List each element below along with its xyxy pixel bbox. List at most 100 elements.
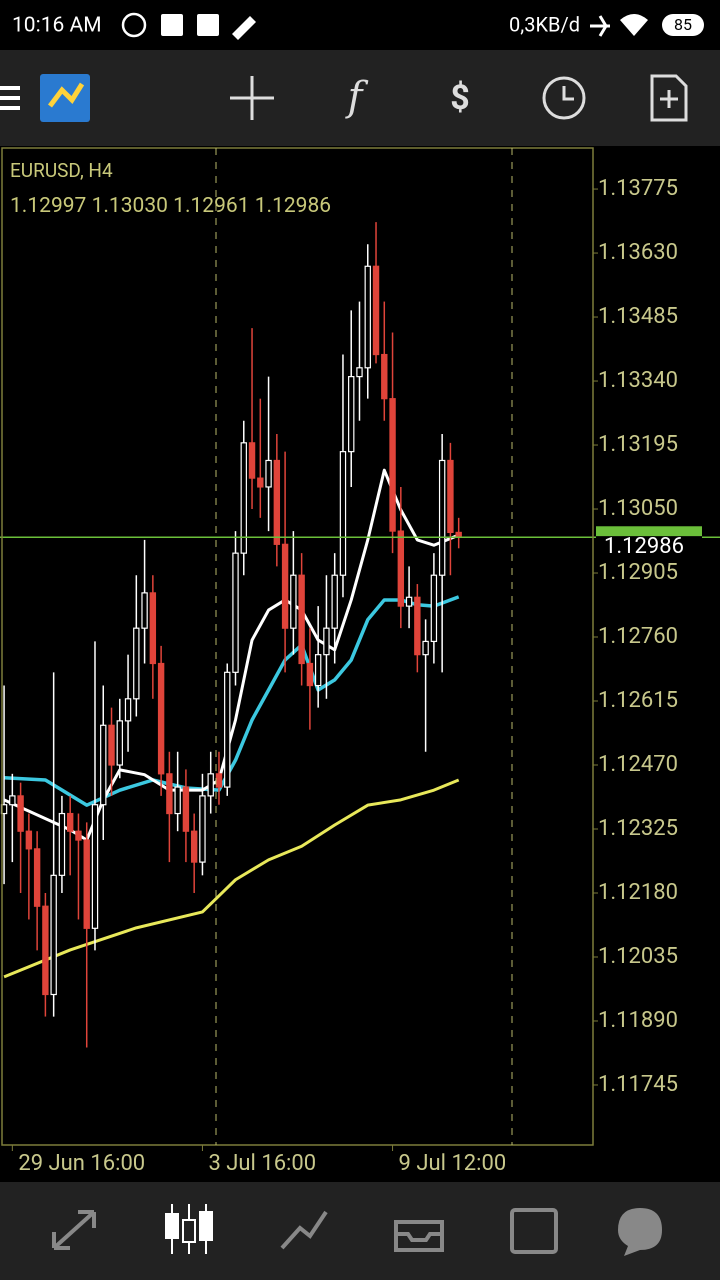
y-tick-label: 1.13630	[598, 240, 678, 265]
candle-body	[58, 812, 66, 876]
candle-body	[149, 592, 157, 665]
app-logo-mark	[48, 82, 85, 108]
nav-trade[interactable]	[280, 1210, 328, 1250]
chart-frame	[1, 147, 594, 1146]
candle-body	[182, 786, 190, 832]
candle-body	[224, 671, 231, 788]
candle-body	[25, 830, 33, 850]
x-tick-label: 3 Jul 16:00	[208, 1151, 316, 1176]
candle-body	[141, 592, 148, 629]
candle-body	[356, 367, 363, 378]
crosshair-button[interactable]	[230, 76, 274, 120]
moving-average	[3, 778, 460, 979]
candle-body	[331, 574, 338, 629]
candle-body	[405, 596, 413, 607]
candle-body	[91, 804, 99, 929]
current-price-label: 1.12986	[604, 534, 684, 559]
y-tick-label: 1.11745	[598, 1072, 678, 1097]
network-speed: 0,3KB/d	[509, 12, 580, 36]
current-price-tag	[596, 526, 702, 537]
trade-button[interactable]: $	[450, 78, 470, 118]
ohlc-high: 1.13030	[92, 194, 168, 218]
y-tick-label: 1.13195	[598, 432, 678, 457]
bottom-nav	[0, 1182, 720, 1280]
period-button[interactable]	[542, 76, 586, 120]
status-icons	[121, 12, 256, 40]
battery-icon	[662, 14, 704, 36]
x-tick-label: 29 Jun 16:00	[18, 1151, 145, 1176]
nav-news[interactable]	[510, 1208, 558, 1254]
chart-ohlc: 1.12997 1.13030 1.12961 1.12986	[10, 194, 331, 218]
candle-body	[290, 574, 297, 629]
candle-body	[389, 398, 396, 532]
candle-body	[207, 773, 214, 797]
candle-body	[257, 477, 264, 488]
candle-body	[348, 376, 355, 453]
candle-body	[83, 839, 90, 929]
templates-button[interactable]	[650, 74, 688, 122]
candle-body	[157, 662, 165, 775]
status-bar	[0, 0, 720, 50]
candle-body	[364, 265, 371, 369]
y-tick-label: 1.12325	[598, 816, 678, 841]
candle-body	[265, 459, 272, 488]
candle-body	[414, 596, 421, 656]
candle-body	[314, 654, 322, 687]
y-tick-label: 1.13485	[598, 304, 678, 329]
status-time: 10:16 AM	[12, 14, 102, 38]
candle-body	[323, 627, 330, 656]
candle-body	[9, 795, 16, 806]
candle-body	[166, 773, 173, 815]
wifi-icon	[620, 14, 648, 36]
candle-body	[133, 627, 140, 700]
y-tick-label: 1.11890	[598, 1008, 678, 1033]
y-tick-label: 1.12760	[598, 624, 678, 649]
candle-body	[215, 773, 223, 788]
nav-history[interactable]	[394, 1220, 444, 1252]
toolbar	[0, 50, 720, 146]
y-tick-label: 1.12180	[598, 880, 678, 905]
ohlc-close: 1.12986	[255, 194, 331, 218]
y-tick-label: 1.12615	[598, 688, 678, 713]
candle-body	[248, 442, 256, 479]
candle-body	[75, 830, 82, 841]
ohlc-open: 1.12997	[10, 194, 86, 218]
candle-body	[298, 574, 305, 665]
candle-body	[33, 848, 41, 907]
candle-body	[174, 786, 181, 815]
candle-body	[306, 662, 314, 687]
nav-chart[interactable]	[165, 1204, 213, 1254]
candle-body	[438, 459, 446, 576]
y-tick-label: 1.13050	[598, 496, 678, 521]
nav-quotes[interactable]	[52, 1210, 96, 1250]
candle-body	[199, 795, 206, 863]
candle-body	[430, 574, 438, 643]
price-axis: 1.13775 1.13630 1.13485 1.13340 1.13195 1.130…	[11, 176, 702, 1176]
app-logo[interactable]	[40, 74, 90, 122]
candle-body	[50, 874, 57, 996]
x-tick-label: 9 Jul 12:00	[399, 1151, 507, 1176]
candle-body	[273, 459, 281, 545]
candle-body	[190, 830, 198, 863]
menu-button[interactable]	[0, 86, 20, 110]
candle-body	[108, 724, 115, 766]
y-tick-label: 1.13340	[598, 368, 678, 393]
chart-symbol: EURUSD, H4	[10, 159, 113, 182]
candle-body	[281, 543, 289, 629]
candle-body	[339, 451, 347, 576]
candle-body	[100, 724, 107, 806]
candle-body	[42, 905, 49, 996]
y-tick-label: 1.12905	[598, 560, 678, 585]
candle-body	[66, 812, 74, 832]
nav-chat[interactable]	[618, 1208, 662, 1256]
candle-body	[124, 698, 132, 722]
candle-body	[116, 720, 123, 766]
candle-body	[422, 640, 429, 656]
candle-body	[372, 265, 380, 356]
y-tick-label: 1.12470	[598, 752, 678, 777]
y-tick-label: 1.13775	[598, 176, 678, 201]
candle-body	[240, 442, 247, 554]
